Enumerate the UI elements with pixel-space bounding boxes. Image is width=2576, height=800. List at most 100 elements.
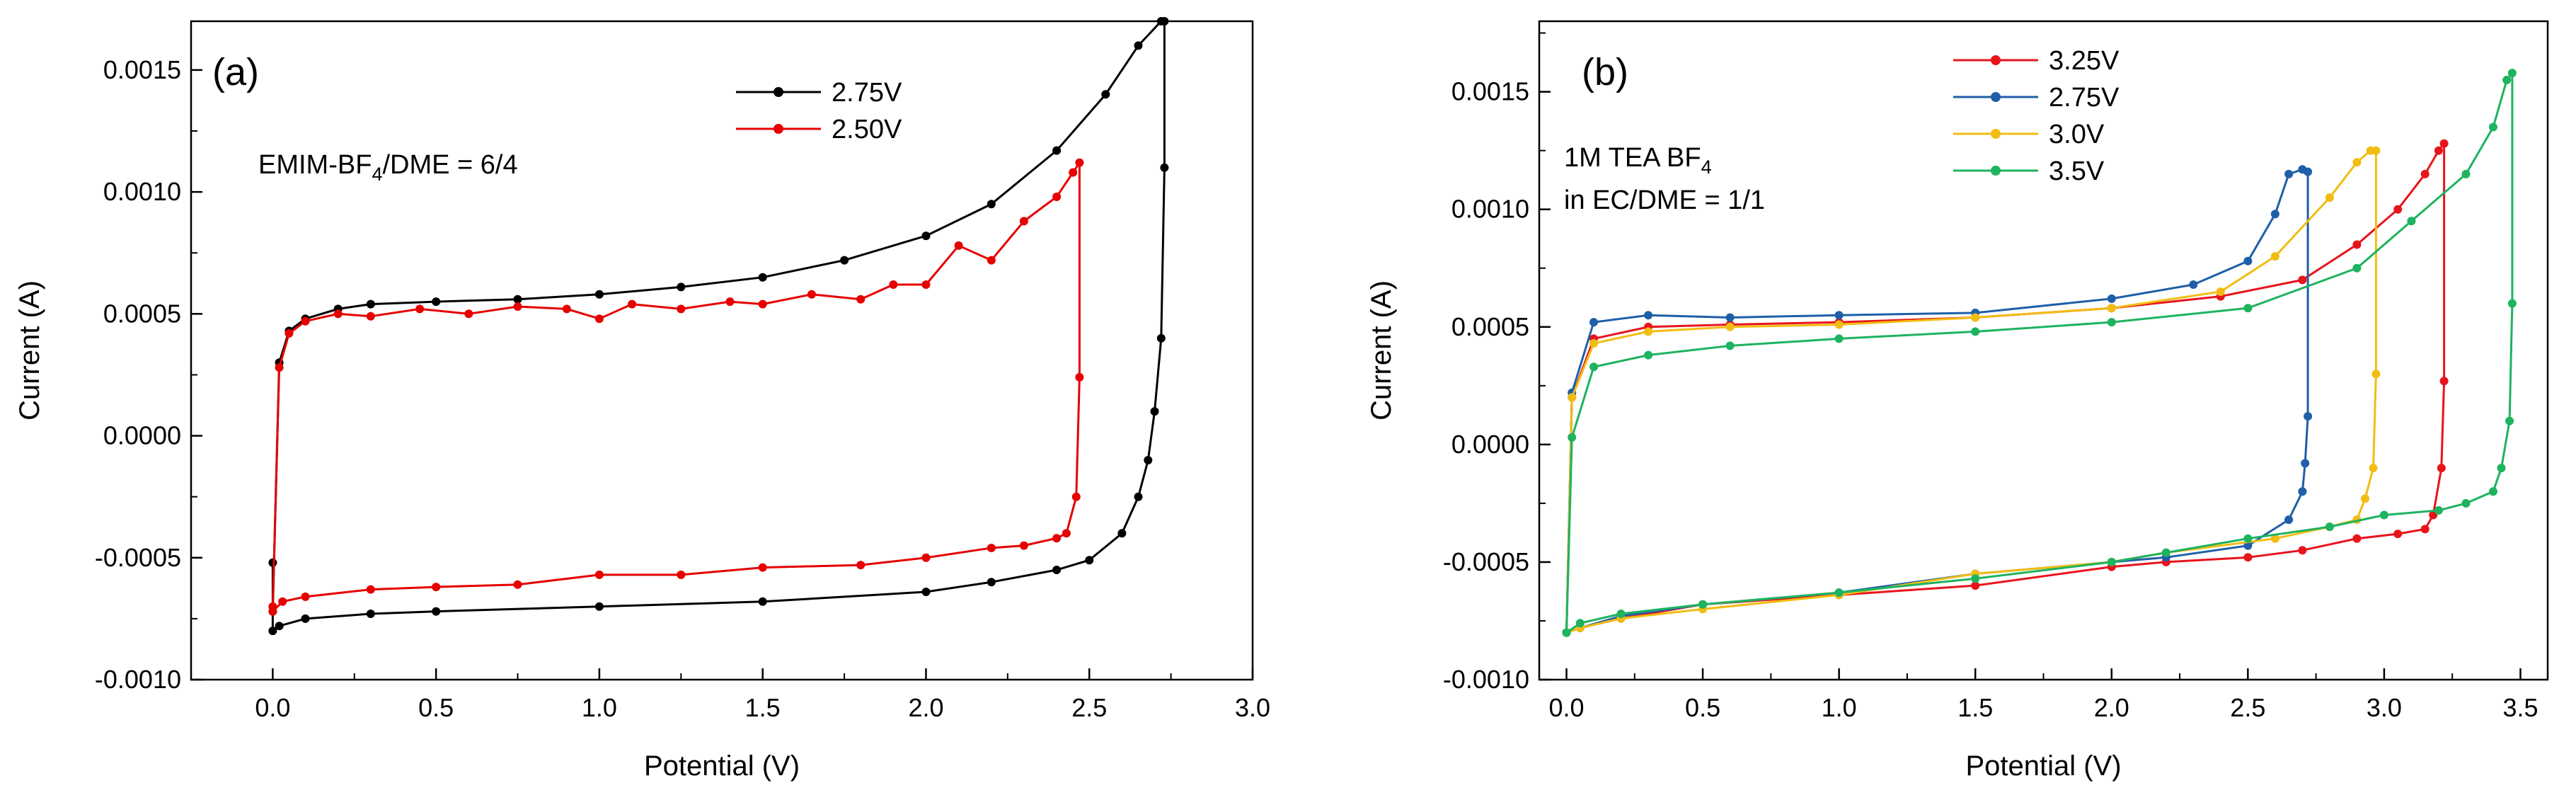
data-point (856, 561, 866, 570)
legend-entry: 3.25V (1953, 46, 2120, 76)
data-point (1589, 362, 1598, 372)
data-point (1075, 372, 1084, 382)
data-point (2270, 534, 2279, 543)
data-point (2284, 169, 2294, 178)
data-point (2325, 193, 2334, 202)
data-point (758, 597, 767, 606)
data-point (1160, 163, 1169, 172)
data-point (2379, 510, 2388, 520)
electrolyte-annotation-line2: in EC/DME = 1/1 (1564, 185, 1765, 215)
data-point (921, 553, 931, 562)
legend-entry: 2.50V (736, 115, 902, 144)
series-line (271, 159, 1081, 612)
data-point (2304, 412, 2313, 421)
data-point (921, 232, 931, 241)
electrolyte-annotation-line1: 1M TEA BF4 (1564, 143, 1712, 178)
y-tick-label: 0.0015 (103, 55, 181, 84)
data-point (1834, 320, 1844, 329)
y-tick-label: 0.0005 (103, 299, 181, 328)
data-point (2505, 416, 2514, 425)
data-point (284, 328, 294, 338)
data-point (594, 314, 604, 324)
data-point (2361, 494, 2369, 503)
data-point (1052, 566, 1062, 574)
data-point (725, 297, 735, 307)
data-point (2107, 304, 2116, 313)
data-point (889, 280, 898, 289)
data-point (366, 610, 375, 618)
series-line (1565, 69, 2514, 634)
x-tick-label: 3.0 (2367, 693, 2402, 722)
y-tick-label: 0.0000 (1451, 430, 1529, 459)
x-tick-label: 1.5 (1957, 693, 1993, 722)
data-point (1062, 529, 1071, 538)
data-point (2393, 205, 2403, 214)
data-point (2161, 548, 2170, 557)
data-point (758, 273, 767, 282)
data-point (2243, 534, 2253, 543)
chart-b: 0.0 0.5 1.0 1.5 2.0 2.5 3.0 3.5 -0.0010 -0.0005 0.… (1366, 20, 2549, 782)
data-point (1725, 322, 1735, 331)
x-tick-label: 1.0 (1822, 693, 1857, 722)
x-tick-label: 1.0 (582, 693, 617, 722)
data-point (366, 312, 375, 321)
data-point (1725, 341, 1735, 350)
data-point (2502, 76, 2512, 84)
legend-label: 2.75V (832, 78, 902, 108)
series-3.0V (1562, 146, 2381, 637)
data-point (2243, 553, 2253, 562)
x-tick-label: 0.0 (255, 693, 290, 722)
data-point (2461, 169, 2471, 178)
legend-label: 3.25V (2049, 46, 2120, 76)
data-point (2371, 146, 2381, 155)
data-point (594, 602, 604, 611)
data-point (856, 295, 866, 304)
data-point (432, 607, 441, 616)
data-point (1834, 588, 1844, 598)
x-tick-label: 3.0 (1235, 693, 1270, 722)
data-point (1075, 158, 1084, 167)
series-2.75V (1562, 165, 2313, 637)
data-point (987, 200, 996, 209)
data-point (2298, 275, 2307, 285)
data-point (1644, 311, 1653, 320)
data-point (1117, 529, 1127, 538)
series-2.50V (268, 158, 1084, 616)
data-point (2437, 464, 2446, 473)
legend-marker (774, 87, 783, 97)
data-point (1568, 433, 1577, 442)
x-tick-label: 1.5 (745, 693, 781, 722)
data-point (1071, 492, 1081, 501)
legend-marker (1991, 55, 2001, 65)
series-line (1565, 168, 2309, 634)
data-point (1575, 619, 1585, 628)
data-point (1971, 327, 1980, 336)
data-point (758, 299, 767, 309)
x-tick-label: 0.5 (418, 693, 454, 722)
data-point (2243, 256, 2253, 265)
data-point (1085, 556, 1094, 565)
data-point (1834, 311, 1844, 320)
x-axis-label: Potential (V) (1965, 750, 2121, 782)
legend-entry: 2.75V (736, 78, 902, 108)
data-point (987, 544, 996, 552)
x-tick-label: 0.5 (1685, 693, 1720, 722)
data-point (2352, 240, 2362, 249)
data-point (2371, 370, 2381, 379)
legend-label: 3.0V (2049, 120, 2105, 149)
data-point (677, 570, 686, 579)
data-point (2270, 252, 2279, 261)
data-point (275, 363, 284, 372)
data-point (2497, 464, 2506, 473)
data-point (1156, 333, 1166, 343)
x-axis-label: Potential (V) (644, 750, 800, 782)
data-point (1971, 581, 1980, 590)
data-point (1725, 313, 1735, 322)
data-point (1134, 41, 1143, 50)
data-point (1052, 146, 1062, 155)
data-point (1160, 17, 1169, 25)
data-point (2507, 69, 2517, 78)
legend-marker (1991, 166, 2001, 176)
data-point (333, 309, 343, 319)
